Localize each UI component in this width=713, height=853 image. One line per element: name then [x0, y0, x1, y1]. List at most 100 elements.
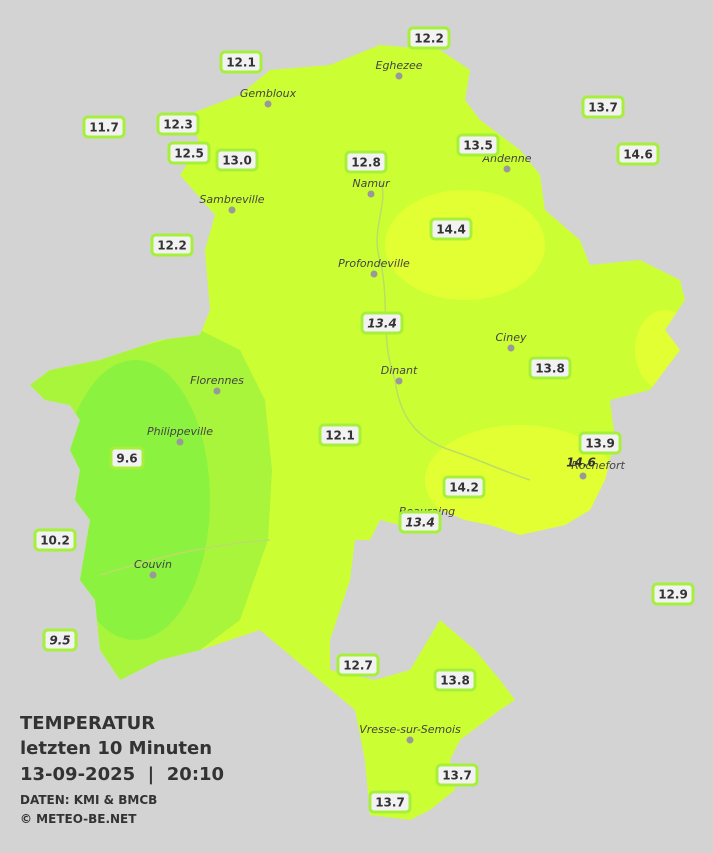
station: 13.8 [528, 356, 572, 380]
station: 12.2 [407, 26, 451, 50]
station-value: 13.7 [588, 101, 618, 115]
city-dot [176, 438, 184, 446]
station-value: 12.5 [174, 147, 204, 161]
station: 12.1 [318, 423, 362, 447]
station: 14.2 [442, 475, 486, 499]
city-label: Sambreville [199, 193, 264, 206]
station-value: 13.9 [585, 437, 615, 451]
station-value: 14.2 [449, 481, 479, 495]
station-value: 12.9 [658, 588, 688, 602]
station-value: 12.2 [157, 239, 187, 253]
station: 9.5 [42, 628, 78, 652]
city-dot [213, 387, 221, 395]
station-value: 13.7 [442, 769, 472, 783]
station-value: 12.8 [351, 156, 381, 170]
station-box [42, 628, 78, 652]
station-box [578, 431, 622, 455]
station-box [33, 528, 77, 552]
station-box [82, 115, 126, 139]
city-dot [579, 472, 587, 480]
station-box [651, 582, 695, 606]
station-box [616, 142, 660, 166]
station-value: 14.6 [623, 148, 653, 162]
station-value: 13.8 [535, 362, 565, 376]
station-box [435, 763, 479, 787]
city-dot [264, 100, 272, 108]
station-value: 13.8 [440, 674, 470, 688]
station-box [219, 50, 263, 74]
title-block: TEMPERATUR letzten 10 Minuten 13-09-2025… [20, 713, 224, 826]
city-dot [228, 206, 236, 214]
station: 13.4 [398, 510, 442, 534]
station-box [318, 423, 362, 447]
station-value: 13.4 [405, 516, 435, 530]
station-value: 14.4 [436, 223, 466, 237]
station-value: 12.3 [163, 118, 193, 132]
city-dot [507, 344, 515, 352]
station: 10.2 [33, 528, 77, 552]
station-box [150, 233, 194, 257]
city-label: Couvin [134, 558, 172, 571]
city-dot [503, 165, 511, 173]
station-value: 13.0 [222, 154, 252, 168]
city-label: Namur [352, 177, 391, 190]
station-box [433, 668, 477, 692]
station: 12.8 [344, 150, 388, 174]
station-box [215, 148, 259, 172]
station-box [156, 112, 200, 136]
city-dot [406, 736, 414, 744]
station: 12.7 [336, 653, 380, 677]
station-value: 12.7 [343, 659, 373, 673]
station: 12.5 [167, 141, 211, 165]
station: 12.3 [156, 112, 200, 136]
city-dot [395, 72, 403, 80]
station-box [407, 26, 451, 50]
city-dot [149, 571, 157, 579]
city-label: Florennes [190, 374, 244, 387]
station: 11.7 [82, 115, 126, 139]
subtitle: letzten 10 Minuten [20, 738, 212, 759]
station-value: 11.7 [89, 121, 119, 135]
station-value: 13.5 [463, 139, 493, 153]
station: 14.6 [616, 142, 660, 166]
station-value: 12.1 [226, 56, 256, 70]
station-value: 10.2 [40, 534, 70, 548]
city-label: Philippeville [147, 425, 213, 438]
station-box [528, 356, 572, 380]
station-value: 13.7 [375, 796, 405, 810]
city-label: Dinant [381, 364, 418, 377]
station-value: 9.6 [116, 452, 137, 466]
title: TEMPERATUR [20, 713, 155, 734]
city-label: Ciney [496, 331, 527, 344]
station: 12.1 [219, 50, 263, 74]
station-value: 12.1 [325, 429, 355, 443]
station-box [368, 790, 412, 814]
station-box [360, 311, 404, 335]
city-label: Rochefort [571, 459, 625, 472]
station: 14.4 [429, 217, 473, 241]
timestamp: 13-09-2025 | 20:10 [20, 764, 224, 785]
station-box [429, 217, 473, 241]
station-box [109, 446, 145, 470]
station: 14.6 [566, 456, 596, 470]
station-box [581, 95, 625, 119]
city-label: Vresse-sur-Semois [359, 723, 461, 736]
station: 13.8 [433, 668, 477, 692]
station-value: 9.5 [49, 634, 70, 648]
copyright: © METEO-BE.NET [20, 812, 137, 826]
station: 9.6 [109, 446, 145, 470]
station-box [167, 141, 211, 165]
station: 12.2 [150, 233, 194, 257]
city-dot [395, 377, 403, 385]
city-label: Profondeville [338, 257, 410, 270]
station: 13.4 [360, 311, 404, 335]
station-value: 12.2 [414, 32, 444, 46]
city-label: Gembloux [240, 87, 297, 100]
station-box [442, 475, 486, 499]
station: 13.9 [578, 431, 622, 455]
station-box [398, 510, 442, 534]
city-dot [370, 270, 378, 278]
city-label: Eghezee [376, 59, 423, 72]
station: 13.0 [215, 148, 259, 172]
